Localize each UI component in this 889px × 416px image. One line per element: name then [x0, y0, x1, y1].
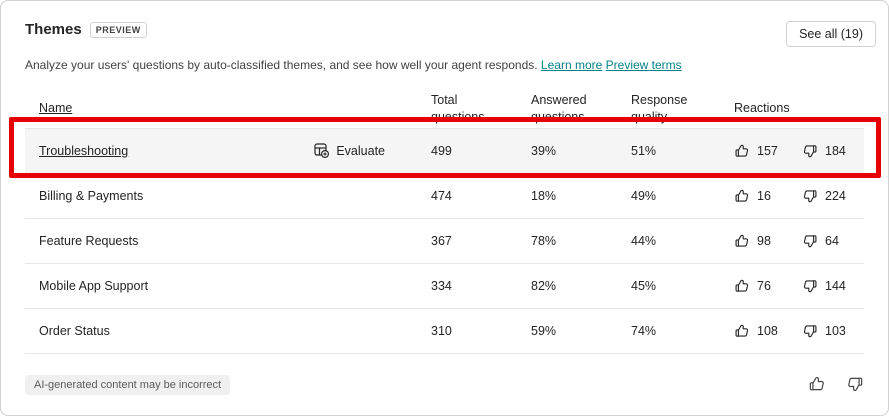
theme-name-link[interactable]: Troubleshooting: [39, 144, 129, 158]
table-row-order-status[interactable]: Order Status 310 59% 74% 108: [25, 309, 864, 354]
feedback-thumbs-up-button[interactable]: [806, 373, 828, 395]
thumbs-up-icon: [734, 143, 750, 159]
thumbs-down-icon: [802, 143, 818, 159]
answered-questions-value: 82%: [531, 279, 557, 293]
themes-table: Name Total questions Answered questions …: [25, 89, 864, 354]
ai-disclaimer-badge: AI-generated content may be incorrect: [25, 375, 231, 395]
total-questions-value: 367: [431, 234, 452, 248]
panel-feedback: [806, 373, 866, 395]
thumbs-down-icon: [802, 188, 818, 204]
thumbs-up-icon: [734, 323, 750, 339]
table-header: Name Total questions Answered questions …: [25, 89, 864, 129]
answered-questions-value: 78%: [531, 234, 557, 248]
see-all-button[interactable]: See all (19): [786, 21, 876, 47]
total-questions-value: 310: [431, 324, 452, 338]
dislikes-count: 64: [825, 234, 839, 248]
likes-count: 76: [757, 279, 771, 293]
thumbs-up-icon: [734, 278, 750, 294]
page-title: Themes: [25, 21, 82, 38]
thumbs-down-icon: [802, 233, 818, 249]
likes-count: 16: [757, 189, 771, 203]
likes-count: 157: [757, 144, 778, 158]
thumbs-up-icon: [734, 233, 750, 249]
column-header-total-questions: Total questions: [431, 93, 485, 124]
table-row-mobile-app-support[interactable]: Mobile App Support 334 82% 45% 76: [25, 264, 864, 309]
total-questions-value: 334: [431, 279, 452, 293]
table-row-feature-requests[interactable]: Feature Requests 367 78% 44% 98: [25, 219, 864, 264]
total-questions-value: 499: [431, 144, 452, 158]
theme-name-link[interactable]: Feature Requests: [39, 234, 139, 248]
evaluate-icon: [313, 142, 330, 161]
column-header-response-quality: Response quality: [631, 93, 688, 124]
thumbs-down-icon: [802, 278, 818, 294]
thumbs-down-icon: [802, 323, 818, 339]
description-text: Analyze your users' questions by auto-cl…: [25, 58, 538, 72]
response-quality-value: 74%: [631, 324, 657, 338]
response-quality-value: 51%: [631, 144, 657, 158]
column-header-name[interactable]: Name: [39, 101, 73, 116]
dislikes-count: 103: [825, 324, 846, 338]
preview-terms-link[interactable]: Preview terms: [605, 58, 682, 72]
learn-more-link[interactable]: Learn more: [540, 58, 603, 72]
table-row-troubleshooting[interactable]: Troubleshooting Evaluate: [25, 129, 864, 174]
dislikes-count: 184: [825, 144, 846, 158]
dislikes-count: 224: [825, 189, 846, 203]
thumbs-up-icon: [734, 188, 750, 204]
table-row-billing-payments[interactable]: Billing & Payments 474 18% 49% 16: [25, 174, 864, 219]
answered-questions-value: 59%: [531, 324, 557, 338]
preview-badge: PREVIEW: [89, 21, 147, 38]
response-quality-value: 49%: [631, 189, 657, 203]
theme-name-link[interactable]: Billing & Payments: [39, 189, 144, 203]
answered-questions-value: 39%: [531, 144, 557, 158]
evaluate-label: Evaluate: [336, 144, 385, 158]
total-questions-value: 474: [431, 189, 452, 203]
panel-header: Themes PREVIEW See all (19): [1, 1, 888, 47]
theme-name-link[interactable]: Order Status: [39, 324, 110, 338]
feedback-thumbs-down-button[interactable]: [844, 373, 866, 395]
response-quality-value: 44%: [631, 234, 657, 248]
column-header-answered-questions: Answered questions: [531, 93, 587, 124]
response-quality-value: 45%: [631, 279, 657, 293]
theme-name-link[interactable]: Mobile App Support: [39, 279, 149, 293]
likes-count: 108: [757, 324, 778, 338]
dislikes-count: 144: [825, 279, 846, 293]
panel-description: Analyze your users' questions by auto-cl…: [1, 57, 888, 73]
column-header-reactions: Reactions: [734, 101, 790, 116]
answered-questions-value: 18%: [531, 189, 557, 203]
evaluate-button[interactable]: Evaluate: [307, 138, 391, 165]
likes-count: 98: [757, 234, 771, 248]
